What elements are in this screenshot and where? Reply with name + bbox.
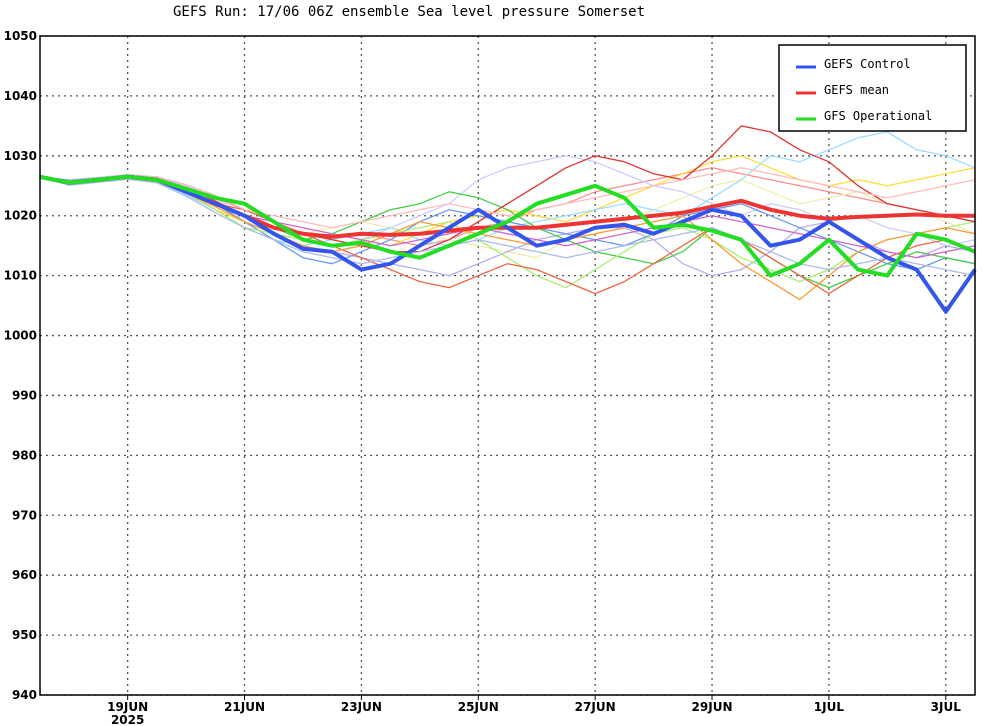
chart-title: GEFS Run: 17/06 06Z ensemble Sea level p… — [173, 4, 646, 20]
gefs-control-line — [39, 174, 977, 314]
y-tick-label: 990 — [12, 388, 37, 402]
x-tick-label: 25JUN — [458, 700, 499, 714]
x-tick-label: 3JUL — [931, 700, 962, 714]
y-tick-label: 980 — [12, 448, 37, 462]
y-tick-label: 940 — [12, 688, 37, 702]
legend-label-gefs-mean: GEFS mean — [824, 83, 889, 97]
ensemble-member-line — [39, 155, 976, 247]
ensemble-member-line — [39, 176, 976, 301]
ensemble-member-line — [39, 176, 976, 289]
x-tick-label: 1JUL — [814, 700, 845, 714]
y-tick-label: 1020 — [4, 209, 37, 223]
ensemble-member-line — [39, 176, 976, 295]
main-series — [39, 174, 977, 314]
x-tick-label: 21JUN — [224, 700, 265, 714]
x-tick-label: 23JUN — [341, 700, 382, 714]
legend-label-gefs-control: GEFS Control — [824, 57, 911, 71]
y-tick-label: 1030 — [4, 149, 37, 163]
ensemble-members — [39, 125, 976, 301]
legend: GEFS Control GEFS mean GFS Operational — [778, 44, 967, 132]
axes: 940 950 960 970 980 990 1000 1010 1020 1030 1040 10… — [4, 29, 976, 726]
grid — [40, 35, 975, 696]
ensemble-member-line — [39, 176, 976, 277]
x-tick-label: 19JUN — [107, 700, 148, 714]
legend-label-gfs-operational: GFS Operational — [824, 109, 932, 123]
y-tick-label: 970 — [12, 508, 37, 522]
x-tick-label: 27JUN — [575, 700, 616, 714]
y-tick-label: 1040 — [4, 89, 37, 103]
y-tick-label: 960 — [12, 568, 37, 582]
y-tick-label: 1010 — [4, 269, 37, 283]
x-tick-sublabel: 2025 — [111, 713, 144, 726]
x-tick-label: 29JUN — [692, 700, 733, 714]
gfs-operational-line — [39, 174, 976, 278]
y-tick-label: 1050 — [4, 29, 37, 43]
y-tick-label: 1000 — [4, 329, 37, 343]
ensemble-member-line — [39, 155, 976, 247]
plot-frame — [39, 35, 976, 696]
legend-box — [778, 44, 967, 132]
y-tick-label: 950 — [12, 628, 37, 642]
ensemble-member-line — [39, 167, 976, 229]
